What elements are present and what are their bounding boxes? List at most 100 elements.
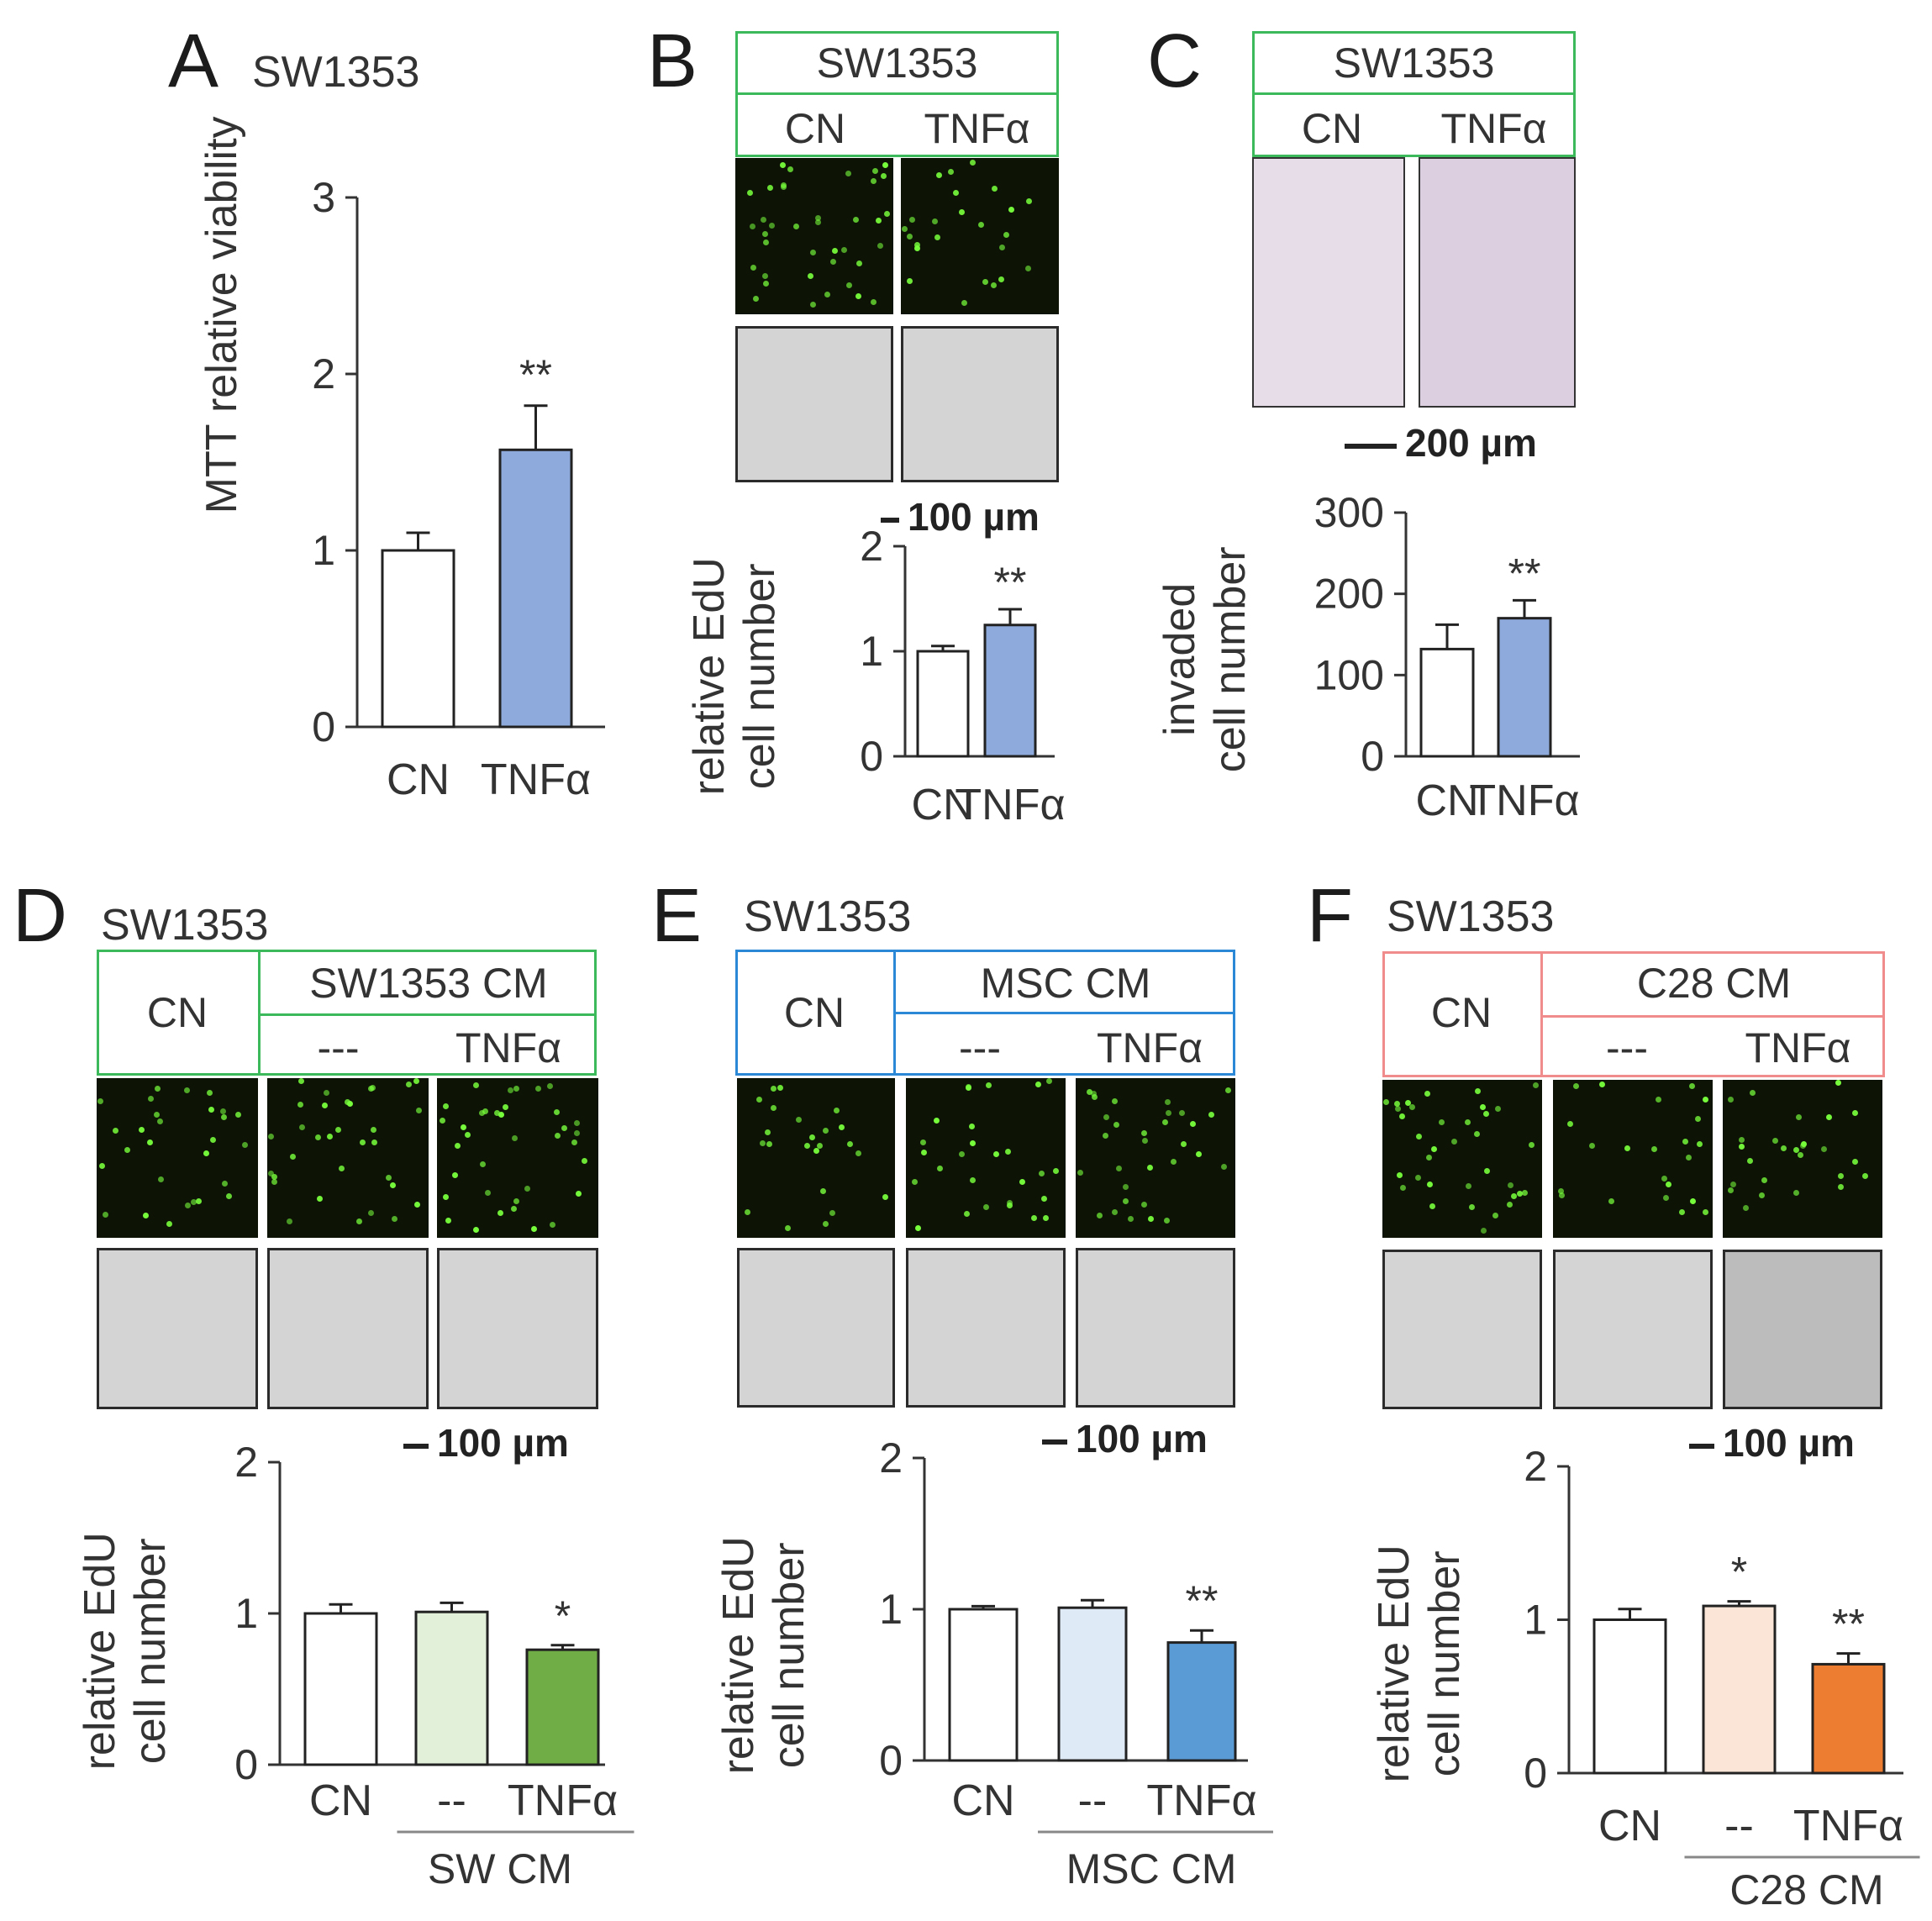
panel-d-hdr-tnf: TNFα [455,1024,562,1071]
chart-a-bar [498,448,573,729]
chart-b-category-label: TNFα [955,781,1065,829]
panel-letter-f: F [1307,874,1353,958]
invasion-image-c-cn [1252,157,1405,408]
chart-a-y-tick-label: 0 [312,703,335,750]
panel-d-hdr-cm: SW1353 CM [309,960,548,1007]
panel-e-hdr-cm: MSC CM [980,960,1151,1007]
scale-bar-b: 100 µm [881,494,1040,539]
chart-c-category-label: TNFα [1469,776,1579,825]
brightfield-image-b-cn [735,326,893,482]
chart-e-category-label: TNFα [1146,1776,1256,1825]
chart-f-y-tick-label: 0 [1524,1750,1547,1797]
panel-letter-a: A [168,19,219,103]
panel-e-hdr-dash: --- [959,1024,1001,1071]
panel-f-hdr-dash: --- [1606,1024,1648,1071]
chart-c-y-tick-label: 300 [1314,489,1384,536]
scale-bar-c: 200 µm [1345,420,1537,466]
chart-e-y-tick-label: 1 [879,1586,903,1633]
chart-e-y-tick-label: 2 [879,1434,903,1482]
chart-e-bar [948,1608,1019,1762]
chart-a-y-tick-label: 3 [312,174,335,221]
chart-c-bar [1497,617,1552,758]
chart-f-bar [1811,1662,1886,1775]
brightfield-image-d-tnf [437,1248,598,1409]
edu-fluorescence-image-f-tnf [1723,1080,1882,1238]
chart-a-significance: ** [519,351,552,398]
chart-d-category-label: -- [437,1776,466,1825]
chart-d-y-tick-label: 0 [234,1741,258,1788]
chart-b-category-label: CN [911,781,974,829]
panel-f-group-label: C28 CM [1729,1866,1884,1913]
panel-c-header-title: SW1353 [1333,39,1495,87]
chart-a-category-label: TNFα [481,755,591,804]
chart-f-category-label: -- [1724,1802,1754,1850]
invasion-image-c-tnf [1419,157,1576,408]
brightfield-image-e-cn [737,1248,895,1408]
chart-d-bar [303,1612,378,1766]
chart-c-category-label: CN [1415,776,1478,825]
chart-b-y-tick-label: 2 [860,523,883,570]
panel-b-header-title: SW1353 [816,39,978,87]
panel-d-header-vdivider [258,950,261,1076]
chart-f-y-tick-label: 2 [1524,1443,1547,1490]
edu-fluorescence-image-e-cn [737,1078,895,1238]
panel-letter-d: D [13,874,67,958]
panel-f-header-frame [1382,951,1885,1077]
chart-a-bar [381,549,455,729]
panel-d-hdr-cn: CN [146,989,208,1036]
panel-b-col-cn: CN [784,105,846,152]
scale-bar-e: 100 µm [1042,1416,1208,1461]
chart-d-category-label: TNFα [508,1776,618,1825]
chart-d-bar [414,1610,489,1766]
edu-fluorescence-image-d-tnf [437,1078,598,1238]
scale-bar-d: 100 µm [403,1420,569,1466]
chart-a-y-tick-label: 2 [312,350,335,397]
chart-d-significance: * [555,1592,571,1639]
panel-f-hdr-cm: C28 CM [1636,960,1792,1007]
edu-fluorescence-image-b-cn [735,158,893,314]
panel-e-group-label: MSC CM [1066,1845,1237,1892]
panel-c-header-divider [1252,92,1576,95]
brightfield-image-e-tnf [1076,1248,1235,1408]
brightfield-image-b-tnf [901,326,1059,482]
panel-f-cell-line: SW1353 [1387,892,1555,941]
chart-f-category-label: TNFα [1793,1802,1903,1850]
chart-f-significance: * [1731,1549,1747,1596]
edu-fluorescence-image-e-tnf [1076,1078,1235,1238]
chart-c-bar [1419,647,1475,758]
panel-c-col-tnf: TNFα [1440,105,1547,152]
edu-fluorescence-image-e-cm [906,1078,1066,1238]
chart-b-y-tick-label: 0 [860,733,883,780]
panel-f-hdr-tnf: TNFα [1745,1024,1851,1071]
chart-f-y-tick-label: 1 [1524,1597,1547,1644]
chart-d-category-label: CN [309,1776,372,1825]
chart-f-bar [1702,1604,1777,1775]
panel-e-hdr-tnf: TNFα [1096,1024,1203,1071]
brightfield-image-f-cm [1553,1250,1713,1409]
chart-e-bar [1057,1606,1128,1762]
panel-d-header-frame [97,950,597,1076]
chart-e-bar [1166,1641,1237,1762]
edu-fluorescence-image-d-cn [97,1078,258,1238]
chart-c-y-tick-label: 200 [1314,571,1384,618]
scale-bar-f: 100 µm [1689,1420,1855,1466]
panel-b-col-tnf: TNFα [924,105,1030,152]
panel-e-hdr-cn: CN [783,989,845,1036]
panel-f-header-vdivider [1540,951,1543,1077]
panel-e-cell-line: SW1353 [744,892,912,941]
panel-d-cell-line: SW1353 [101,901,269,950]
brightfield-image-f-tnf [1723,1250,1882,1409]
panel-letter-c: C [1147,19,1202,103]
chart-a-category-label: CN [387,755,450,804]
chart-b-bar [916,650,970,758]
brightfield-image-d-cm [267,1248,429,1409]
chart-d-y-tick-label: 1 [234,1590,258,1637]
chart-c-significance: ** [1508,550,1541,597]
brightfield-image-f-cn [1382,1250,1542,1409]
chart-b-bar [983,624,1037,758]
brightfield-image-d-cn [97,1248,258,1409]
chart-e-y-tick-label: 0 [879,1737,903,1784]
chart-b-y-tick-label: 1 [860,628,883,675]
chart-d-y-tick-label: 2 [234,1439,258,1486]
